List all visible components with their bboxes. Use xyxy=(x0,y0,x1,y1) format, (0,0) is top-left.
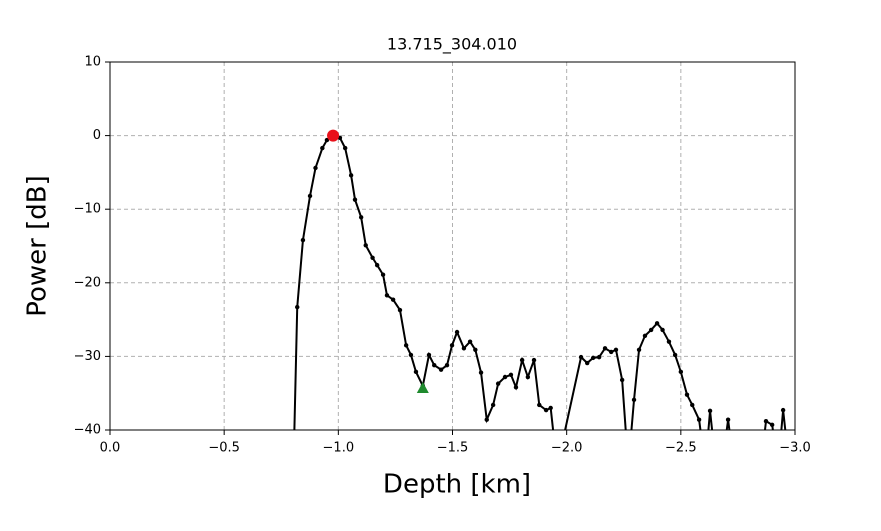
x-tick-label: 0.0 xyxy=(100,441,121,456)
point xyxy=(732,465,736,469)
point xyxy=(324,137,330,143)
point xyxy=(461,346,467,351)
point xyxy=(678,369,684,375)
point xyxy=(454,329,460,335)
point xyxy=(684,392,690,397)
point xyxy=(444,363,450,368)
point xyxy=(484,417,489,422)
point xyxy=(725,417,731,422)
point xyxy=(696,417,702,422)
x-tick-label: −0.5 xyxy=(208,441,240,456)
x-axis-label: Depth [km] xyxy=(383,470,531,500)
x-tick-label: −2.0 xyxy=(551,441,583,456)
point xyxy=(759,465,763,469)
y-tick-label: 10 xyxy=(84,55,101,70)
y-tick-label: −10 xyxy=(74,202,101,217)
line xyxy=(293,134,787,430)
point xyxy=(636,347,642,352)
point xyxy=(690,402,695,408)
x-tick-label: −1.5 xyxy=(437,441,469,456)
point xyxy=(537,402,542,408)
point xyxy=(313,165,318,171)
point xyxy=(613,347,619,352)
point xyxy=(432,363,437,368)
point xyxy=(295,304,300,310)
point xyxy=(531,357,537,363)
x-tick-label: −1.0 xyxy=(323,441,355,456)
point xyxy=(438,367,444,372)
point xyxy=(473,347,478,352)
point xyxy=(307,193,313,199)
point xyxy=(619,377,625,383)
chart-title: 13.715_304.010 xyxy=(387,35,517,55)
point xyxy=(543,407,549,413)
point xyxy=(720,465,724,469)
point xyxy=(508,372,514,377)
point xyxy=(348,173,354,178)
point xyxy=(590,355,596,361)
point xyxy=(578,354,584,360)
point xyxy=(654,321,660,326)
point xyxy=(631,397,637,403)
point xyxy=(467,339,473,344)
point xyxy=(776,465,780,469)
y-tick-label: −30 xyxy=(74,349,101,364)
point xyxy=(513,385,519,390)
point xyxy=(769,422,775,428)
point xyxy=(300,237,306,243)
peak-marker xyxy=(327,129,340,142)
point xyxy=(390,297,396,302)
point xyxy=(408,352,414,358)
x-tick-label: −3.0 xyxy=(779,441,811,456)
point xyxy=(596,354,602,360)
point xyxy=(707,408,713,414)
point xyxy=(525,374,531,380)
point xyxy=(384,293,390,298)
point xyxy=(585,360,590,366)
point xyxy=(703,465,707,469)
point xyxy=(660,327,665,333)
point xyxy=(370,255,375,260)
point xyxy=(426,352,432,358)
point xyxy=(363,243,368,248)
point xyxy=(672,352,678,358)
point xyxy=(374,262,380,268)
point xyxy=(478,370,484,375)
point xyxy=(320,145,325,151)
point xyxy=(397,307,403,313)
point xyxy=(648,327,654,333)
point xyxy=(763,418,769,424)
point xyxy=(290,501,294,505)
point xyxy=(787,465,791,469)
point xyxy=(642,333,648,338)
point xyxy=(608,349,614,355)
point xyxy=(666,339,672,344)
point xyxy=(555,465,559,469)
trough-marker xyxy=(416,382,429,394)
point xyxy=(602,346,608,351)
y-tick-label: −40 xyxy=(74,423,101,438)
point xyxy=(449,343,455,348)
point xyxy=(358,215,364,220)
point xyxy=(495,381,501,386)
point xyxy=(413,369,419,375)
point xyxy=(403,343,409,348)
point xyxy=(626,465,630,469)
y-tick-label: 0 xyxy=(93,128,101,143)
y-tick-label: −20 xyxy=(74,275,101,290)
point xyxy=(519,357,525,363)
x-tick-label: −2.5 xyxy=(665,441,697,456)
plot-area xyxy=(290,133,791,505)
point xyxy=(502,374,508,380)
point xyxy=(352,197,358,202)
point xyxy=(714,465,718,469)
point xyxy=(342,145,348,151)
point xyxy=(780,407,786,413)
plot-frame xyxy=(109,61,796,431)
point xyxy=(548,405,553,411)
point xyxy=(490,402,496,408)
point xyxy=(380,272,386,277)
y-axis-label: Power [dB] xyxy=(23,175,53,317)
